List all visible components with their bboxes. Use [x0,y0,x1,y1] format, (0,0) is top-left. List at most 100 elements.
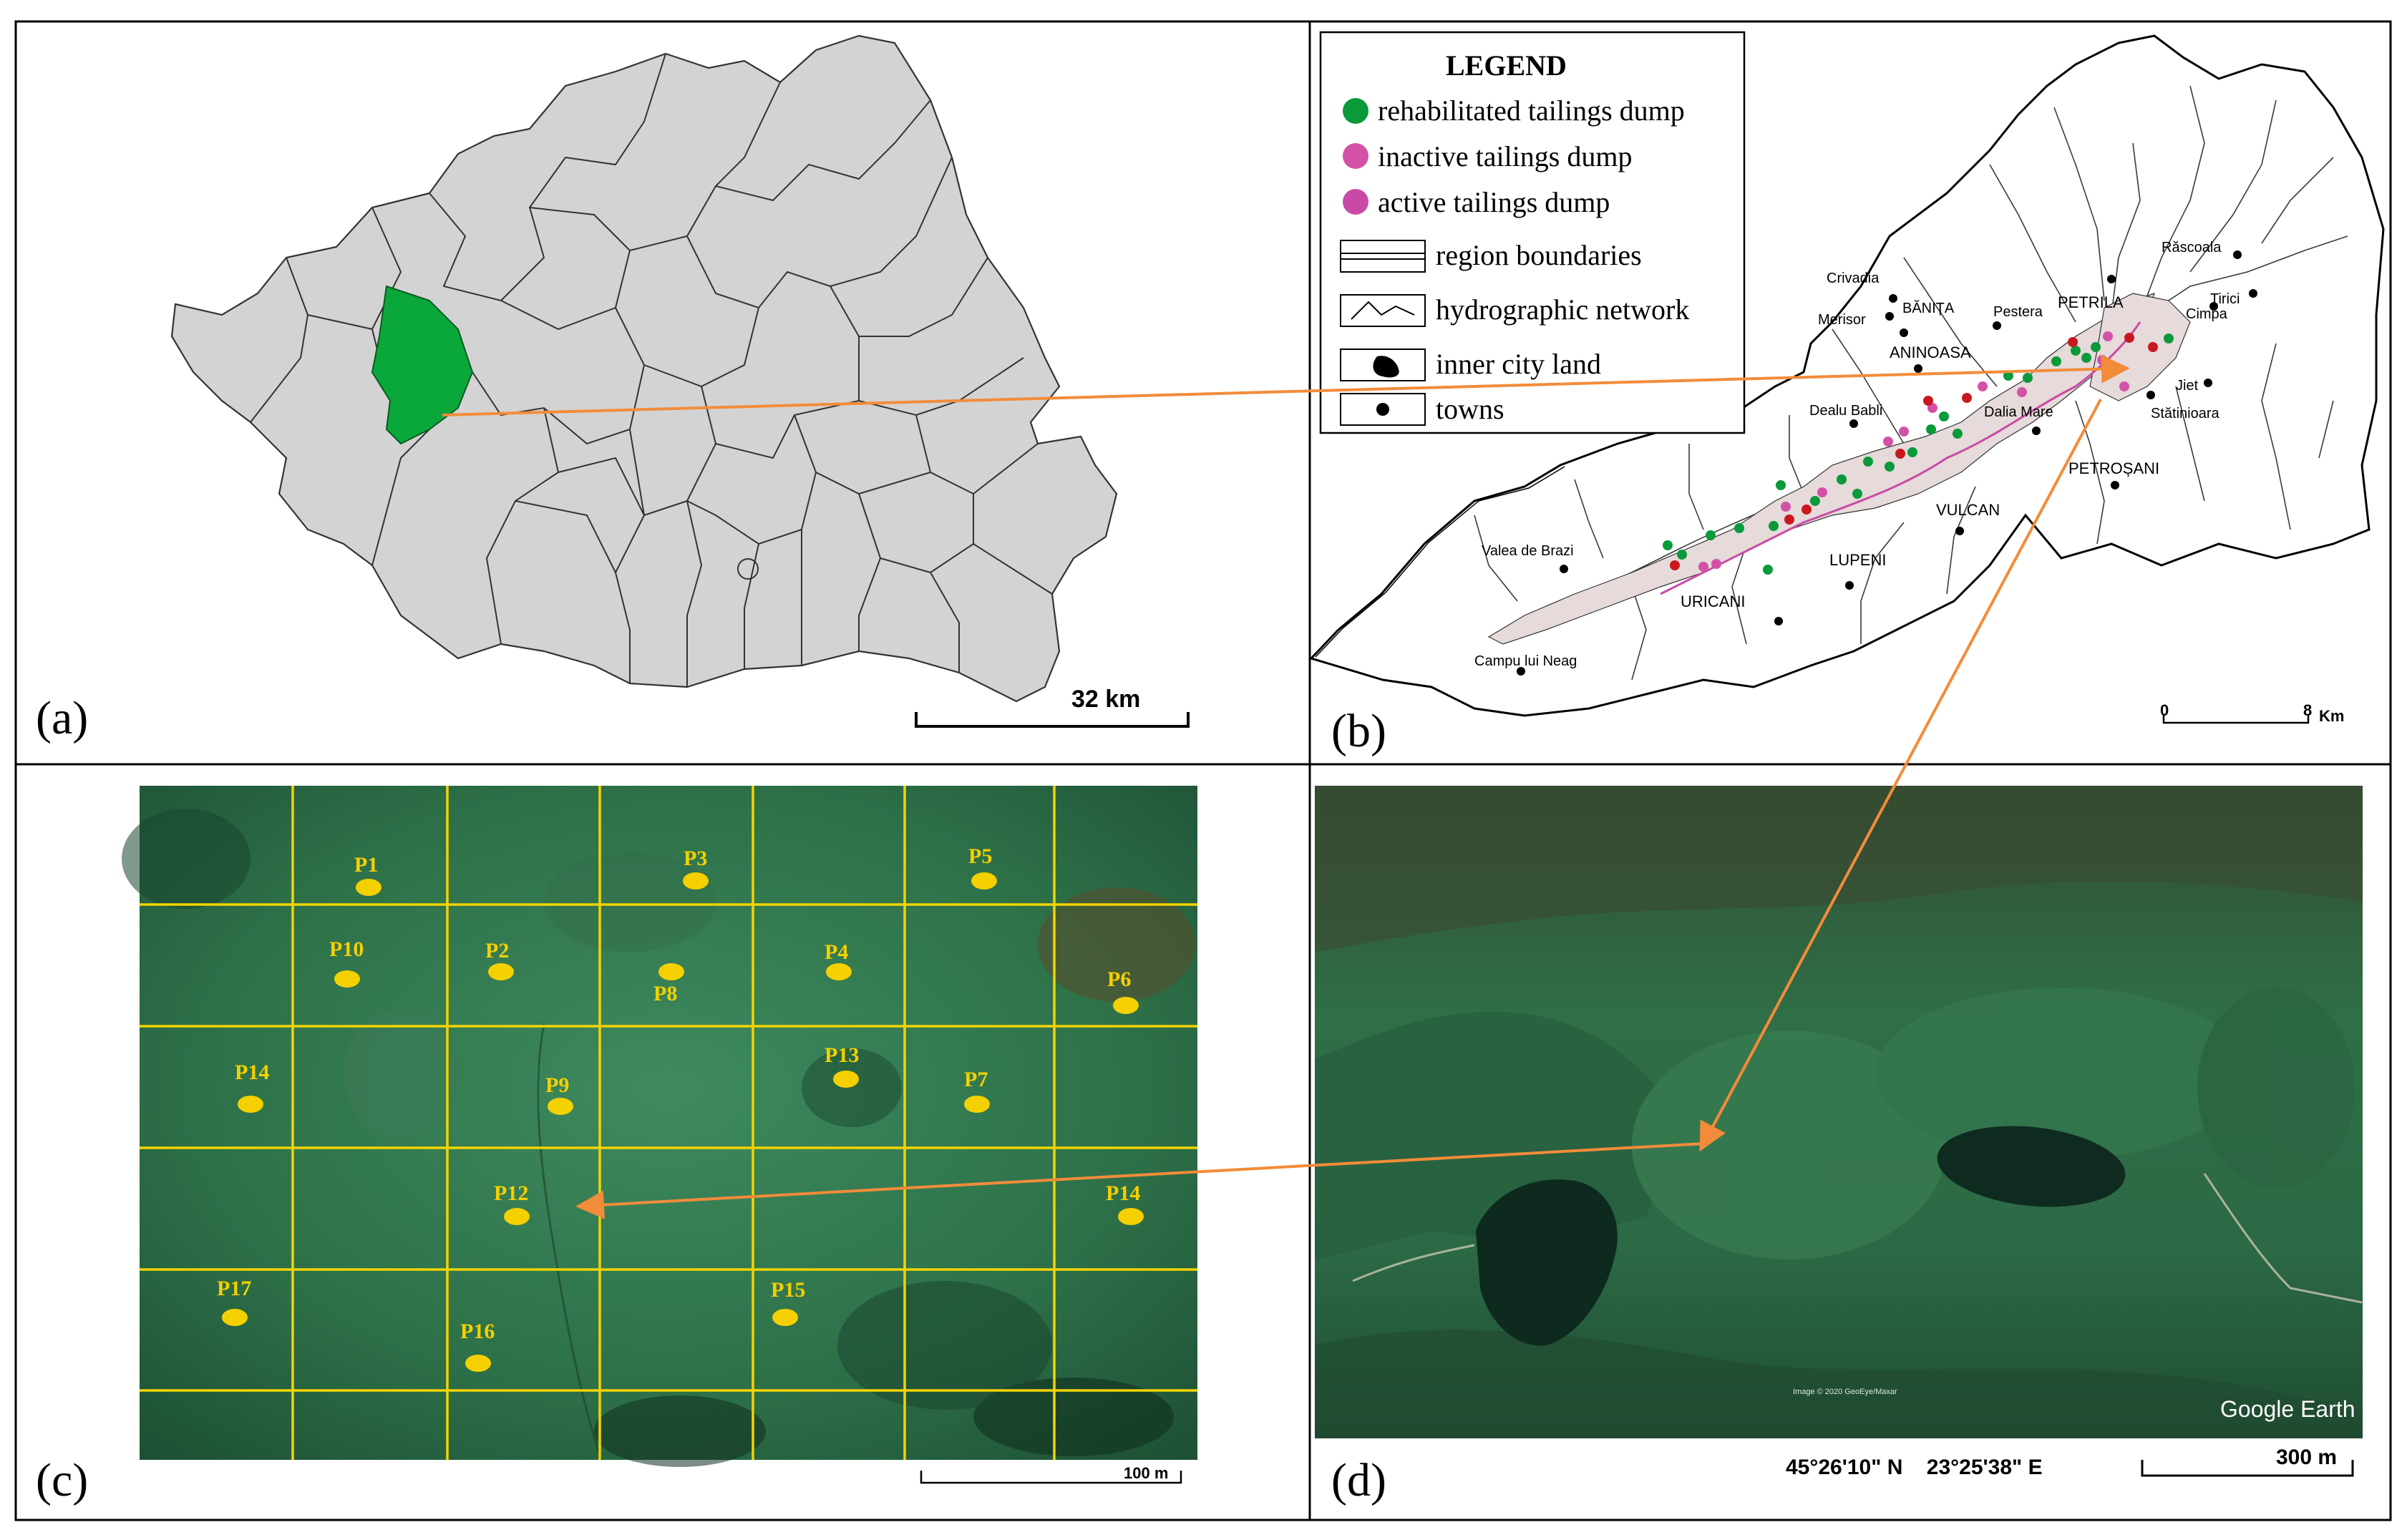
panel-b-valley-map: Răscoala Tirici Cimpa Crivadia Merisor B… [1309,31,2385,757]
svg-text:P15: P15 [771,1278,805,1302]
town-lupeni: LUPENI [1829,551,1886,569]
romania-outline [170,34,1118,703]
sampling-grid [140,786,1197,1460]
legend-label-inactive: inactive tailings dump [1378,140,1633,172]
panel-a-romania-map: 32 km (a) [36,34,1190,744]
scale-label-c: 100 m [1124,1464,1168,1482]
svg-text:P13: P13 [825,1043,859,1067]
pink-dot-icon [1343,189,1368,215]
plot-p5: P5 [968,844,997,890]
svg-text:P9: P9 [545,1073,569,1097]
town-vulcan: VULCAN [1936,501,2000,519]
plot-p12: P12 [494,1181,530,1225]
romania-counties [170,34,1118,703]
legend-label-inner-city-land: inner city land [1436,348,1601,380]
plot-p4: P4 [825,940,852,980]
town-pestera: Pestera [1993,304,2043,320]
plot-p9: P9 [545,1073,573,1115]
plot-p14-east: P14 [1106,1181,1144,1225]
town-merisor: Merisor [1818,312,1866,328]
double-line-icon [1340,240,1426,273]
svg-text:P2: P2 [485,939,509,962]
plot-p8: P8 [653,963,684,1005]
roads [1352,1173,2363,1304]
plot-p3: P3 [683,847,709,890]
svg-text:P14: P14 [235,1061,269,1084]
town-tirici: Tirici [2210,291,2240,307]
town-petrila: PETRILA [2058,293,2124,311]
svg-text:P17: P17 [217,1277,251,1300]
plot-p7: P7 [964,1068,990,1113]
image-credit: Image © 2020 GeoEye/Maxar [1793,1388,1897,1396]
scale-bar-d: 300 m [2141,1446,2354,1477]
svg-text:P16: P16 [460,1320,495,1343]
legend-label-hydrographic-network: hydrographic network [1436,293,1689,326]
svg-text:P3: P3 [684,847,707,870]
town-dalia-mare: Dalia Mare [1984,404,2053,420]
svg-text:P12: P12 [494,1181,528,1205]
plot-p17: P17 [217,1277,251,1326]
legend-box: LEGEND rehabilitated tailings dump inact… [1319,31,1746,434]
panel-d-letter: (d) [1331,1454,1386,1506]
scale-label-d: 300 m [2276,1446,2337,1469]
town-statinioara: Stătinioara [2151,406,2219,421]
panel-c-letter: (c) [36,1454,88,1506]
plot-p13: P13 [825,1043,859,1088]
google-earth-watermark: Google Earth [2220,1396,2355,1422]
figure-frame [14,20,2392,1521]
plot-p10: P10 [329,937,364,988]
town-jiet: Jiet [2176,378,2199,394]
legend-label-rehabilitated: rehabilitated tailings dump [1378,94,1685,127]
town-cimpa: Cimpa [2186,306,2228,322]
plot-p1: P1 [354,853,381,896]
panel-d-google-earth: Image © 2020 GeoEye/Maxar Google Earth 4… [1315,786,2363,1506]
plot-p14-west: P14 [235,1061,269,1113]
blob-icon [1340,349,1426,381]
scale-bar-c: 100 m [920,1464,1182,1484]
svg-text:P5: P5 [968,844,992,868]
panel-a-letter: (a) [36,692,88,744]
town-petrosani: PETROȘANI [2068,459,2159,477]
bucharest-outline [737,558,759,580]
svg-text:P7: P7 [964,1068,988,1091]
green-dot-icon [1343,98,1368,124]
black-dot-icon [1340,393,1426,426]
coordinates-label: 45°26'10" N 23°25'38" E [1786,1456,2043,1479]
town-labels: Răscoala Tirici Cimpa Crivadia Merisor B… [1474,240,2240,669]
arrow-b-to-d [1699,399,2102,1152]
panel-c-sampling-grid: P1 P3 P5 P10 P2 P8 P4 P6 P14 P9 P13 P7 P… [36,786,1197,1506]
svg-text:P4: P4 [825,940,848,964]
terrain-texture-c [122,809,1195,1467]
plot-p16: P16 [460,1320,495,1372]
svg-text:P10: P10 [329,937,364,961]
arrow-d-to-c [575,1142,1706,1219]
scale-b-unit: Km [2319,707,2344,725]
plot-p6: P6 [1107,968,1139,1014]
town-rascoala: Răscoala [2162,240,2222,255]
river-line-icon [1340,294,1426,327]
pink-dot-icon [1343,143,1368,169]
town-dealu-babli: Dealu Babli [1809,403,1882,419]
plot-p2: P2 [485,939,514,980]
scale-bar-a: 32 km [915,686,1190,728]
town-valea-de-brazi: Valea de Brazi [1482,543,1574,559]
panel-b-letter: (b) [1331,705,1386,757]
legend-label-region-boundaries: region boundaries [1436,239,1642,271]
hunedoara-county [371,285,474,445]
location-arrows [442,354,2130,1219]
scale-b-end: 8 [2303,701,2312,719]
town-banita: BĂNIȚA [1902,300,1955,316]
town-markers [1517,250,2257,676]
svg-text:P6: P6 [1107,968,1131,991]
plot-p15: P15 [771,1278,805,1326]
legend-label-active: active tailings dump [1378,186,1610,218]
sampling-points: P1 P3 P5 P10 P2 P8 P4 P6 P14 P9 P13 P7 P… [217,844,1144,1372]
svg-text:P8: P8 [653,982,677,1005]
town-uricani: URICANI [1681,593,1745,610]
town-aninoasa: ANINOASA [1890,343,1971,361]
legend-label-towns: towns [1436,393,1504,425]
arrow-a-to-b [442,354,2130,416]
town-campu-lui-neag: Campu lui Neag [1474,653,1577,669]
scale-b-start: 0 [2160,701,2169,719]
